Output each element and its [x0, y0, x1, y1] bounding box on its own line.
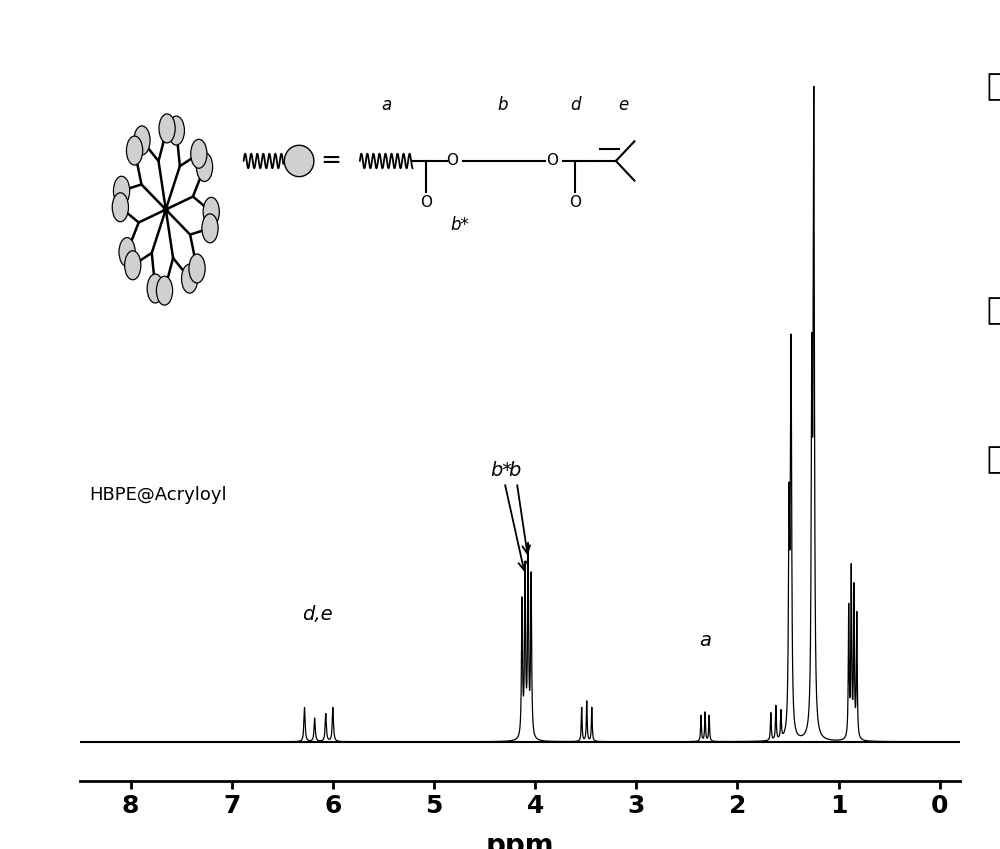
- Text: 甲基: 甲基: [986, 446, 1000, 475]
- Text: 亚甲基: 亚甲基: [986, 72, 1000, 101]
- X-axis label: ppm: ppm: [486, 832, 554, 849]
- Text: 次甲基: 次甲基: [986, 296, 1000, 325]
- Text: b*: b*: [491, 461, 526, 570]
- Text: HBPE@Acryloyl: HBPE@Acryloyl: [89, 486, 226, 504]
- Text: b: b: [509, 461, 530, 554]
- Text: a: a: [699, 631, 711, 650]
- Text: d,e: d,e: [302, 604, 333, 624]
